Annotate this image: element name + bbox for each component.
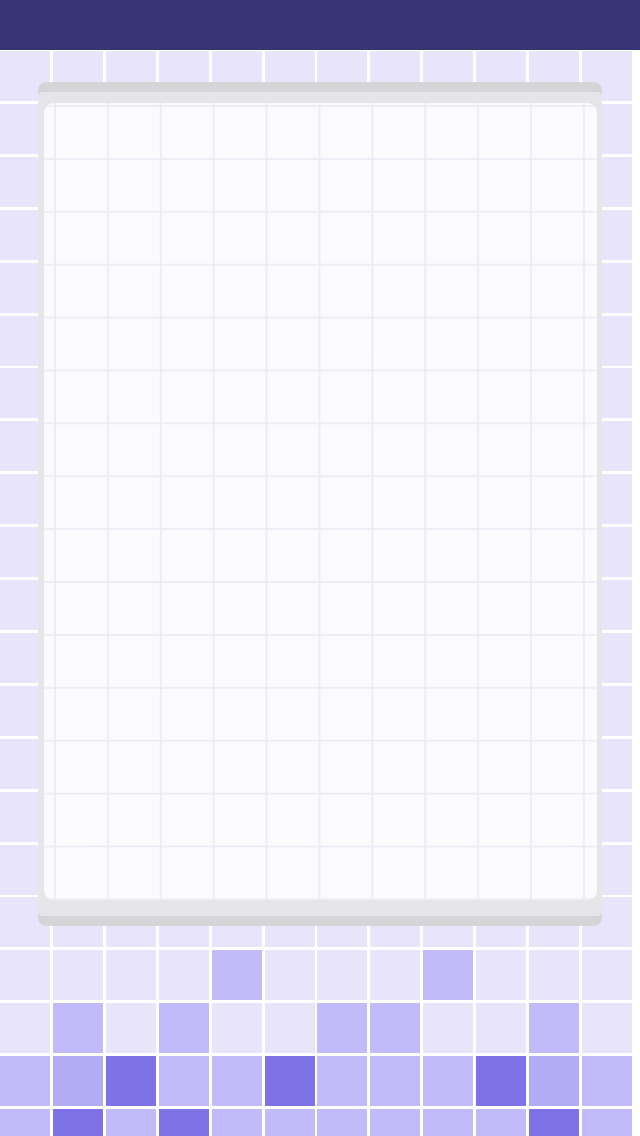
dark-tile[interactable] [264,1056,315,1107]
light-tile[interactable] [370,1003,421,1054]
light-tile[interactable] [105,1109,156,1136]
empty-tile[interactable] [264,950,315,1001]
light-tile[interactable] [581,1109,632,1136]
empty-tile[interactable] [52,950,103,1001]
empty-tile[interactable] [476,1003,527,1054]
empty-tile[interactable] [105,950,156,1001]
dark-tile[interactable] [52,1109,103,1136]
medium-tile[interactable] [529,1056,579,1107]
light-tile[interactable] [211,1109,262,1136]
dark-tile[interactable] [529,1109,579,1136]
dark-tile[interactable] [158,1109,209,1136]
empty-tile[interactable] [264,1003,315,1054]
light-tile[interactable] [264,1109,315,1136]
panel-background-grid [44,103,597,900]
dark-tile[interactable] [476,1056,527,1107]
empty-tile[interactable] [0,1003,50,1054]
light-tile[interactable] [52,1003,103,1054]
empty-tile[interactable] [105,1003,156,1054]
light-tile[interactable] [317,1056,368,1107]
empty-tile[interactable] [158,950,209,1001]
empty-tile[interactable] [317,950,368,1001]
light-tile[interactable] [211,1056,262,1107]
light-tile[interactable] [529,1003,579,1054]
light-tile[interactable] [0,1109,50,1136]
empty-tile[interactable] [211,1003,262,1054]
empty-tile[interactable] [581,950,632,1001]
medium-tile[interactable] [52,1056,103,1107]
light-tile[interactable] [581,1056,632,1107]
empty-tile[interactable] [370,950,421,1001]
light-tile[interactable] [317,1003,368,1054]
empty-tile[interactable] [476,950,527,1001]
light-tile[interactable] [0,1056,50,1107]
light-tile[interactable] [370,1056,421,1107]
light-tile[interactable] [423,950,474,1001]
light-tile[interactable] [423,1056,474,1107]
top-bar [0,0,640,50]
empty-tile[interactable] [529,950,579,1001]
light-tile[interactable] [317,1109,368,1136]
dark-tile[interactable] [105,1056,156,1107]
light-tile[interactable] [211,950,262,1001]
empty-tile[interactable] [0,950,50,1001]
empty-tile[interactable] [581,1003,632,1054]
light-tile[interactable] [423,1109,474,1136]
light-tile[interactable] [476,1109,527,1136]
dialog-panel [44,103,597,900]
light-tile[interactable] [158,1003,209,1054]
light-tile[interactable] [158,1056,209,1107]
empty-tile[interactable] [423,1003,474,1054]
light-tile[interactable] [370,1109,421,1136]
